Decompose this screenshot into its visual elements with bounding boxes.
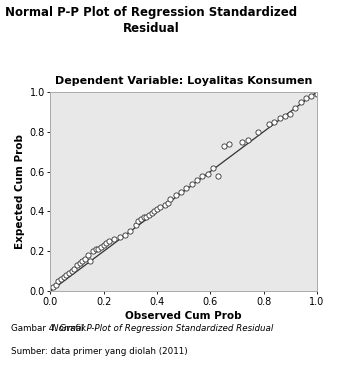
Point [87,258,93,264]
Point [103,240,109,246]
Point [93,246,99,252]
Point [178,188,184,195]
Text: Gambar 4. Grafik: Gambar 4. Grafik [11,324,89,332]
Point [61,274,67,280]
Point [173,192,179,198]
Point [255,129,261,135]
Point [154,206,160,213]
Point [189,180,194,187]
Point [80,258,85,264]
Point [98,244,104,250]
Point [210,165,216,171]
Point [309,93,314,99]
Point [271,119,277,125]
Point [194,177,200,183]
Point [165,200,171,206]
Point [162,202,168,208]
Point [127,228,133,234]
Y-axis label: Expected Cum Prob: Expected Cum Prob [15,134,25,249]
Point [82,256,88,262]
Point [314,91,320,97]
Point [205,170,211,177]
Text: Normal P-P Plot of Regression Standardized
Residual: Normal P-P Plot of Regression Standardiz… [5,6,297,35]
Point [53,282,59,288]
Point [55,278,61,284]
Point [85,252,91,258]
Point [74,262,80,268]
Point [146,212,152,218]
Point [226,141,232,147]
Text: Dependent Variable: Loyalitas Konsumen: Dependent Variable: Loyalitas Konsumen [55,76,312,86]
Point [276,115,282,121]
Point [58,276,64,282]
Point [63,272,69,278]
Point [298,99,304,105]
Text: Sumber: data primer yang diolah (2011): Sumber: data primer yang diolah (2011) [11,347,188,355]
Point [149,210,154,216]
Point [133,222,139,228]
Point [117,234,122,241]
Point [199,172,205,178]
Point [106,238,112,244]
Point [167,196,173,203]
Point [282,113,288,119]
Point [77,260,82,266]
Point [50,284,56,290]
Point [72,266,77,272]
Point [287,111,293,117]
Point [141,214,147,221]
Point [303,95,309,101]
Point [266,121,272,127]
Point [143,214,149,221]
Point [215,172,221,178]
Point [95,246,101,252]
X-axis label: Observed Cum Prob: Observed Cum Prob [125,311,242,321]
Point [90,248,96,254]
Point [239,139,245,145]
Point [112,236,117,242]
Point [157,205,162,211]
Point [101,242,107,248]
Point [66,270,72,276]
Point [138,216,144,223]
Point [293,105,298,111]
Text: Normal P-Plot of Regression Standardized Residual: Normal P-Plot of Regression Standardized… [52,324,274,332]
Point [221,142,226,149]
Point [152,208,157,214]
Point [122,232,128,238]
Point [135,218,141,224]
Point [183,185,189,191]
Point [245,137,251,143]
Point [69,268,75,274]
